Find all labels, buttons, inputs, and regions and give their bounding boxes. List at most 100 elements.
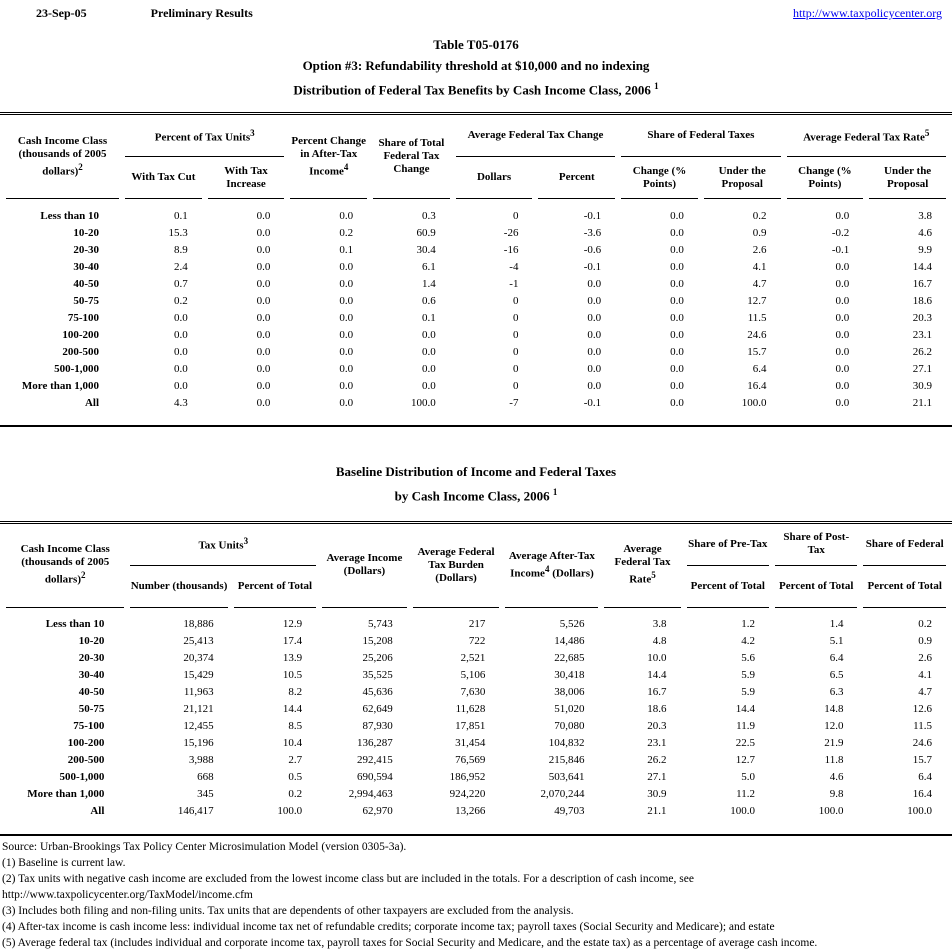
cell: 0.1: [173, 209, 188, 222]
cell: 5,106: [460, 669, 486, 682]
cell: 292,415: [356, 754, 393, 767]
cell: -0.2: [831, 226, 850, 239]
cell: 21,121: [183, 703, 214, 716]
cell: 215,846: [548, 754, 585, 767]
cell: 10.4: [282, 737, 303, 750]
cell: 21.1: [647, 805, 667, 818]
col-post-tax-percent-of-total: Percent of Total: [775, 566, 858, 608]
row-label: More than 1,000: [21, 379, 100, 392]
cell: 11,628: [455, 703, 486, 716]
footnote-line: (2) Tax units with negative cash income …: [2, 872, 694, 885]
cell: 18.6: [647, 703, 667, 716]
table-row: Less than 10 18,886 12.9 5,743 217 5,526 3.8 1.…: [6, 616, 946, 633]
report-date: 23-Sep-05: [36, 6, 87, 20]
cell: 0.0: [587, 294, 602, 307]
table-row: All 146,417 100.0 62,970 13,266 49,703 21.1 100…: [6, 803, 946, 820]
row-label: 10-20: [73, 226, 100, 239]
cell: 76,569: [455, 754, 486, 767]
cell: -1: [509, 277, 519, 290]
cell: 0: [512, 311, 519, 324]
row-label: 40-50: [73, 277, 100, 290]
cell: 3.8: [652, 618, 667, 631]
cell: 5.0: [741, 771, 755, 784]
cell: 0.0: [256, 396, 271, 409]
colgroup-avg-federal-tax-rate: Average Federal Tax Rate5: [786, 115, 946, 158]
cell: 15,196: [183, 737, 214, 750]
col-change-points-taxes: Change (% Points): [621, 157, 698, 200]
cell: 0: [512, 362, 519, 375]
cell: 0.0: [339, 294, 354, 307]
cell: 14.8: [824, 703, 844, 716]
cell: -0.1: [583, 260, 602, 273]
cell: 2.7: [288, 754, 303, 767]
table-row: 50-75 21,121 14.4 62,649 11,628 51,020 18.6 14.…: [6, 701, 946, 718]
row-label: 75-100: [67, 311, 100, 324]
cell: 18,886: [183, 618, 214, 631]
cell: 12.7: [747, 294, 767, 307]
cell: 1.4: [829, 618, 844, 631]
cell: 16.7: [647, 686, 667, 699]
cell: 0.0: [670, 260, 684, 273]
table-row: 20-30 20,374 13.9 25,206 2,521 22,685 10.0 5.6 6…: [6, 650, 946, 667]
cell: 25,206: [362, 652, 393, 665]
row-label: Less than 10: [45, 618, 105, 631]
cell: 0.0: [422, 379, 436, 392]
cell: 0.9: [752, 226, 767, 239]
cell: 146,417: [177, 805, 214, 818]
cell: 0.2: [918, 618, 932, 631]
colgroup-share-federal-taxes: Share of Federal Taxes: [621, 115, 781, 158]
cell: 0.0: [339, 379, 354, 392]
cell: 0.0: [339, 209, 354, 222]
cell: 18.6: [912, 294, 932, 307]
col-percent: Percent: [538, 157, 616, 200]
table-row: All 4.3 0.0 0.0 100.0 -7 -0.1 0.0 100.0 0.0 21.1: [6, 394, 946, 411]
taxpolicycenter-link[interactable]: http://www.taxpolicycenter.org: [793, 6, 942, 20]
cell: 20,374: [183, 652, 214, 665]
cell: 21.9: [824, 737, 844, 750]
cell: 17.4: [282, 635, 303, 648]
cell: 0: [512, 345, 519, 358]
cell: 4.3: [173, 396, 188, 409]
cell: 16.7: [912, 277, 932, 290]
footnotes: Source: Urban-Brookings Tax Policy Cente…: [0, 839, 952, 951]
cell: 45,636: [362, 686, 393, 699]
cell: 5,526: [559, 618, 585, 631]
table-row: 20-30 8.9 0.0 0.1 30.4 -16 -0.6 0.0 2.6 -0.1 9.9: [6, 241, 946, 258]
cell: 15.7: [747, 345, 767, 358]
col-pct-change-after-tax-income: Percent Change in After-Tax Income4: [290, 115, 368, 200]
cell: -26: [503, 226, 519, 239]
cell: 690,594: [356, 771, 393, 784]
cell: 0.0: [835, 362, 850, 375]
cell: 23.1: [912, 328, 932, 341]
cell: 13,266: [455, 805, 486, 818]
cell: 30.4: [416, 243, 436, 256]
cell: 3.8: [918, 209, 932, 222]
baseline-title-line2: by Cash Income Class, 2006 1: [394, 487, 558, 504]
baseline-table-title: Baseline Distribution of Income and Fede…: [0, 461, 952, 506]
cell: 13.9: [282, 652, 303, 665]
cell: 15.3: [168, 226, 188, 239]
cell: 100.0: [411, 396, 436, 409]
cell: 0.0: [587, 277, 602, 290]
table-row: 50-75 0.2 0.0 0.0 0.6 0 0.0 0.0 12.7 0.0 18.6: [6, 292, 946, 309]
footnote-line: (1) Baseline is current law.: [2, 856, 126, 869]
cell: 4.8: [652, 635, 667, 648]
cell: 0.0: [173, 345, 188, 358]
cell: 0.0: [670, 396, 684, 409]
cell: 1.2: [741, 618, 755, 631]
cell: 9.9: [918, 243, 932, 256]
cell: 1.4: [422, 277, 436, 290]
cell: 924,220: [449, 788, 486, 801]
cell: 6.4: [829, 652, 844, 665]
table-row: 200-500 3,988 2.7 292,415 76,569 215,846 26.2 1…: [6, 752, 946, 769]
cell: 24.6: [747, 328, 767, 341]
cell: 0.0: [256, 345, 271, 358]
cell: 15.7: [912, 754, 932, 767]
cell: 0.0: [256, 243, 271, 256]
cell: 22,685: [554, 652, 585, 665]
table-row: More than 1,000 345 0.2 2,994,463 924,220 2,0…: [6, 786, 946, 803]
col-federal-percent-of-total: Percent of Total: [863, 566, 946, 608]
cell: 0.0: [835, 260, 850, 273]
colgroup-share-pre-tax: Share of Pre-Tax: [686, 524, 769, 566]
cell: 0.0: [670, 294, 684, 307]
